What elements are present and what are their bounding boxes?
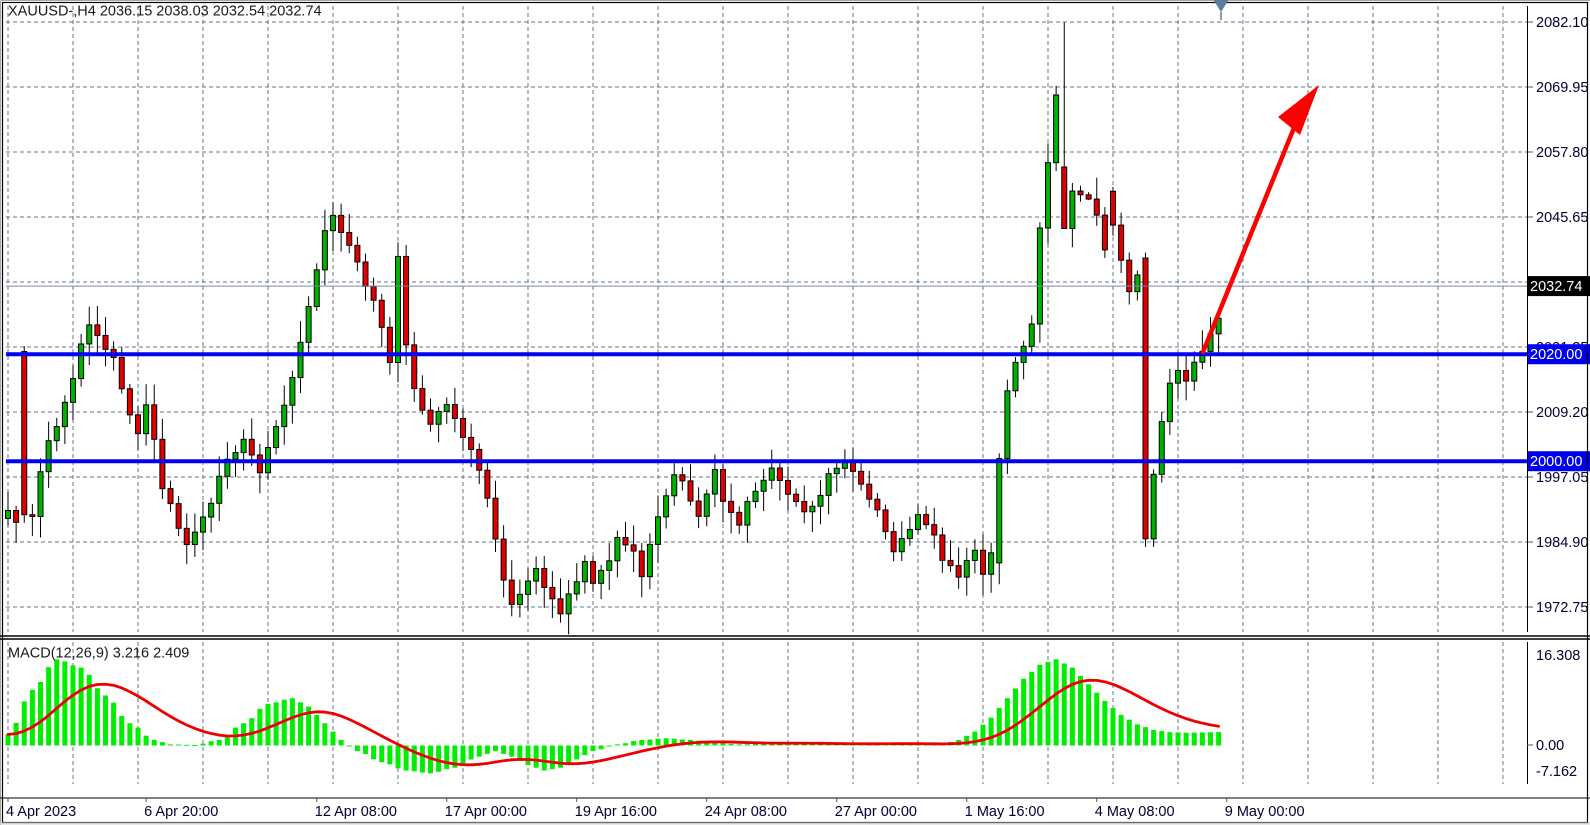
svg-text:2082.10: 2082.10 (1536, 15, 1588, 31)
svg-text:12 Apr 08:00: 12 Apr 08:00 (315, 804, 397, 820)
svg-text:2032.74: 2032.74 (1530, 279, 1582, 295)
svg-text:1972.75: 1972.75 (1536, 600, 1588, 616)
svg-text:9 May 00:00: 9 May 00:00 (1225, 804, 1305, 820)
svg-text:4 May 08:00: 4 May 08:00 (1095, 804, 1175, 820)
svg-text:2057.80: 2057.80 (1536, 145, 1588, 161)
svg-text:17 Apr 00:00: 17 Apr 00:00 (445, 804, 527, 820)
svg-text:6 Apr 20:00: 6 Apr 20:00 (144, 804, 218, 820)
svg-text:4 Apr 2023: 4 Apr 2023 (6, 804, 76, 820)
svg-text:-7.162: -7.162 (1536, 764, 1577, 780)
svg-text:19 Apr 16:00: 19 Apr 16:00 (575, 804, 657, 820)
svg-text:1984.90: 1984.90 (1536, 535, 1588, 551)
svg-text:1997.05: 1997.05 (1536, 470, 1588, 486)
svg-text:2009.20: 2009.20 (1536, 405, 1588, 421)
svg-text:2045.65: 2045.65 (1536, 210, 1588, 226)
svg-text:2020.00: 2020.00 (1530, 347, 1582, 363)
svg-text:24 Apr 08:00: 24 Apr 08:00 (705, 804, 787, 820)
svg-text:0.00: 0.00 (1536, 738, 1564, 754)
svg-text:1 May 16:00: 1 May 16:00 (965, 804, 1045, 820)
svg-text:2069.95: 2069.95 (1536, 80, 1588, 96)
svg-text:27 Apr 00:00: 27 Apr 00:00 (835, 804, 917, 820)
svg-text:MACD(12,26,9) 3.216 2.409: MACD(12,26,9) 3.216 2.409 (8, 646, 189, 662)
svg-text:XAUUSD-,H4 2036.15 2038.03 2: XAUUSD-,H4 2036.15 2038.03 2032.54 2032.… (8, 4, 322, 20)
svg-text:16.308: 16.308 (1536, 648, 1580, 664)
svg-text:2000.00: 2000.00 (1530, 454, 1582, 470)
